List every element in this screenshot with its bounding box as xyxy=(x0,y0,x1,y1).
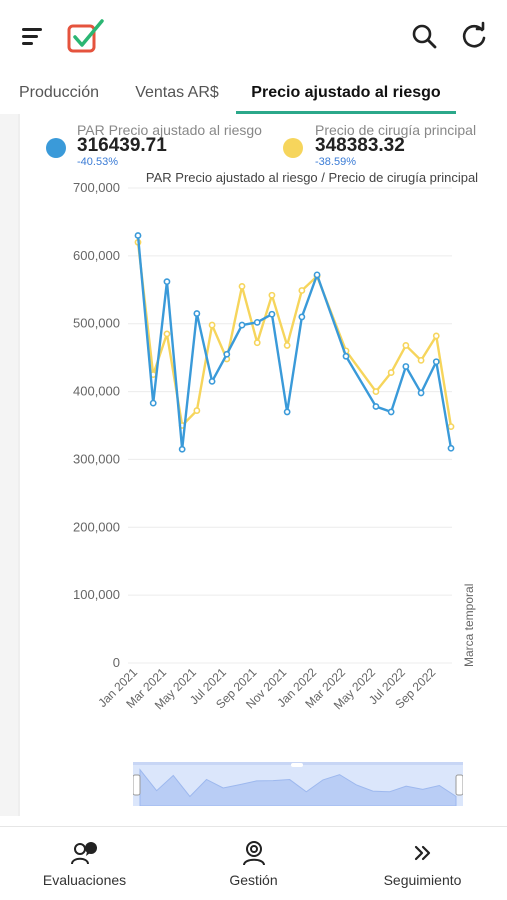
nav-seguimiento[interactable]: Seguimiento xyxy=(338,827,507,900)
nav-evaluaciones[interactable]: Evaluaciones xyxy=(0,827,169,900)
people-chat-icon xyxy=(70,842,97,865)
nav-gestion[interactable]: Gestión xyxy=(169,827,338,900)
search-icon[interactable] xyxy=(408,20,440,52)
tab-ventas[interactable]: Ventas AR$ xyxy=(135,84,219,101)
app-header xyxy=(0,0,507,72)
nav-label-seguimiento: Seguimiento xyxy=(383,872,462,888)
left-gutter xyxy=(0,114,18,816)
legend-name-par: PAR Precio ajustado al riesgo xyxy=(77,122,262,138)
legend-value-cirugia: 348383.32 xyxy=(315,135,405,156)
bottom-navigation: Evaluaciones Gestión Seguimiento xyxy=(0,826,507,900)
legend-value-par: 316439.71 xyxy=(77,135,167,156)
tab-bar: Producción Ventas AR$ Precio ajustado al… xyxy=(0,72,507,114)
chart-panel: PAR Precio ajustado al riesgo 316439.71 … xyxy=(18,114,507,816)
double-chevron-right-icon xyxy=(414,845,430,861)
nav-label-gestion: Gestión xyxy=(229,872,278,888)
nav-label-evaluaciones: Evaluaciones xyxy=(42,872,127,888)
legend-name-cirugia: Precio de cirugía principal xyxy=(315,122,477,138)
tab-produccion[interactable]: Producción xyxy=(18,84,100,101)
legend-change-par: -40.53% xyxy=(77,156,118,168)
tab-precio-ajustado[interactable]: Precio ajustado al riesgo xyxy=(236,72,456,114)
legend-dot-cirugia[interactable] xyxy=(283,138,303,158)
checkbox-check-logo xyxy=(66,18,106,54)
refresh-icon[interactable] xyxy=(458,20,490,52)
range-slider[interactable] xyxy=(132,762,464,807)
legend-change-cirugia: -38.59% xyxy=(315,156,356,168)
hamburger-menu-icon[interactable] xyxy=(18,22,48,50)
person-settings-icon xyxy=(242,841,265,866)
legend-dot-par[interactable] xyxy=(46,138,66,158)
